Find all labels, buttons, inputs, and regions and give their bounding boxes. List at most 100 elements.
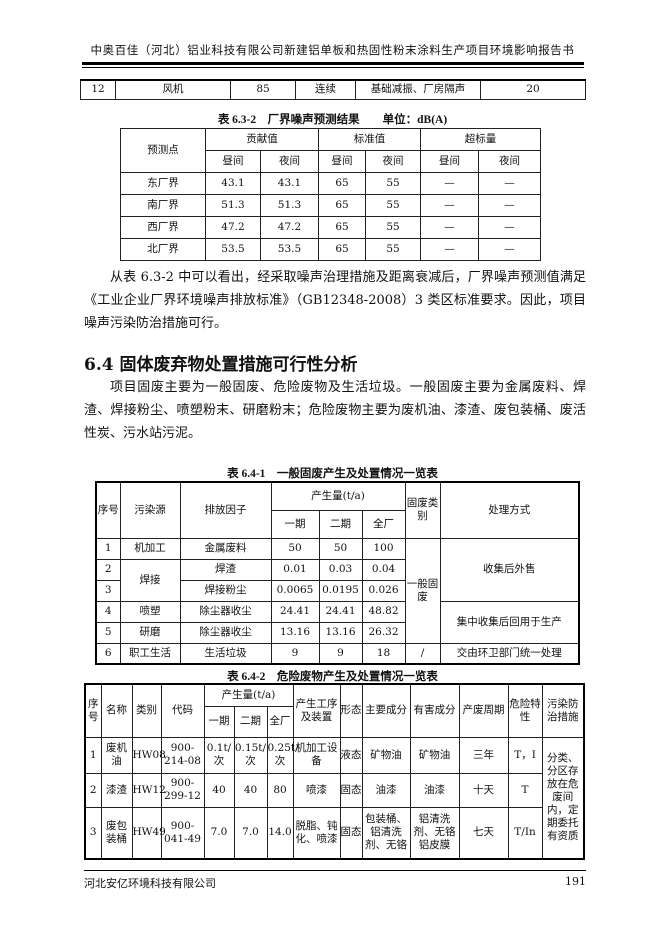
cell: 65 (318, 216, 366, 239)
cell: — (420, 172, 479, 195)
header-cell: 产生工序及装置 (292, 683, 341, 738)
table-row: 2 漆渣 HW12 900-299-12 40 40 80 喷漆 固态 油漆 油漆 十天 T (84, 772, 584, 808)
cell: 47.2 (260, 216, 319, 239)
header-cell: 超标量 (420, 128, 541, 151)
cell: 集中收集后回用于生产 (439, 600, 580, 644)
noise-prediction-table: 预测点 贡献值 标准值 超标量 昼间 夜间 昼间 夜间 昼间 夜间 东厂界 43.1 43.1 65 5… (120, 128, 541, 261)
cell: 0.01 (270, 558, 320, 581)
cell: 矿物油 (409, 736, 460, 774)
cell: — (420, 238, 479, 261)
cell: 6 (95, 642, 121, 665)
header-cell: 夜间 (365, 150, 421, 173)
table-row: 3 废包装桶 HW49 900-041-49 7.0 7.0 14.0 脱脂、钝化、喷漆 固态包… (84, 806, 584, 860)
table-row: 北厂界 53.5 53.5 65 55— — (120, 238, 541, 261)
cell: 油漆 (361, 772, 411, 808)
cell: 焊渣 (179, 558, 272, 581)
header-cell: 处理方式 (439, 481, 580, 539)
cell: 53.5 (260, 238, 319, 261)
cell: 24.41 (318, 600, 363, 623)
table-row: 东厂界 43.1 43.1 65 55— — (120, 172, 541, 195)
cell: — (420, 194, 479, 217)
cell: 0.0065 (270, 579, 320, 602)
cell: 焊接 (119, 558, 181, 602)
cell: 0.15t/次 (233, 736, 268, 774)
cell: — (478, 238, 541, 261)
cell: 0.03 (318, 558, 363, 581)
cell: 机加工设备 (292, 736, 341, 774)
cell: 55 (365, 216, 421, 239)
cell: 0.1t/次 (203, 736, 235, 774)
cell: 900-299-12 (160, 772, 205, 808)
header-cell: 夜间 (260, 150, 319, 173)
section-heading: 6.4 固体废弃物处置措施可行性分析 (84, 355, 358, 375)
cell: 生活垃圾 (179, 642, 272, 665)
header-cell: 二期 (233, 705, 268, 738)
table-row: 西厂界 47.2 47.2 65 55— — (120, 216, 541, 239)
cell: 50 (270, 537, 320, 560)
header-cell: 污染防治措施 (541, 683, 585, 738)
cell: 9 (318, 642, 363, 665)
header-cell: 产生量(t/a) (270, 481, 406, 511)
table-row: 南厂界 51.3 51.3 65 55— — (120, 194, 541, 217)
cell: 18 (361, 642, 406, 665)
cell: 53.5 (205, 238, 261, 261)
cell: 13.16 (270, 621, 320, 644)
cell: 1 (84, 736, 102, 774)
header-rule-thin (82, 67, 584, 68)
header-cell: 名称 (100, 683, 133, 738)
cell: 9 (270, 642, 320, 665)
header-cell: 序号 (84, 683, 102, 738)
cell: 80 (266, 772, 294, 808)
header-cell: 预测点 (120, 128, 206, 173)
cell: 48.82 (361, 600, 406, 623)
cell: 65 (318, 194, 366, 217)
cell: HW49 (131, 806, 166, 860)
cell: 三年 (458, 736, 509, 774)
cell: 收集后外售 (439, 537, 580, 602)
header-cell: 贡献值 (205, 128, 319, 151)
cell: 交由环卫部门统一处理 (439, 642, 580, 665)
header-cell: 昼间 (420, 150, 479, 173)
cell: — (478, 172, 541, 195)
cell: 20 (480, 79, 586, 100)
cell: 65 (318, 238, 366, 261)
page-number: 191 (565, 875, 586, 888)
cell: 东厂界 (120, 172, 206, 195)
cell: 43.1 (205, 172, 261, 195)
general-solid-waste-table: 序号 污染源 排放因子 产生量(t/a) 固废类别 处理方式 一期 二期 全厂 1 机加工 金属废… (95, 481, 581, 665)
cell: 51.3 (205, 194, 261, 217)
header-cell: 一期 (270, 509, 320, 539)
cell: 4 (95, 600, 121, 623)
cell: 职工生活 (119, 642, 181, 665)
header-cell: 产废周期 (458, 683, 509, 738)
cell: 连续 (295, 79, 356, 100)
cell: 十天 (458, 772, 509, 808)
header-cell: 有害成分 (409, 683, 460, 738)
cell: 金属废料 (179, 537, 272, 560)
cell: 43.1 (260, 172, 319, 195)
cell: 0.026 (361, 579, 406, 602)
cell: 西厂界 (120, 216, 206, 239)
cell: 油漆 (409, 772, 460, 808)
cell: 喷塑 (119, 600, 181, 623)
paragraph: 从表 6.3-2 中可以看出，经采取噪声治理措施及距离衰减后，厂界噪声预测值满足… (84, 270, 586, 331)
cell: 除尘器收尘 (179, 600, 272, 623)
cell: 固态 (339, 806, 363, 860)
cell: 1 (95, 537, 121, 560)
table-caption: 表 6.4-1 一般固废产生及处置情况一览表 (227, 468, 438, 480)
cell: 7.0 (233, 806, 268, 860)
header-cell: 固废类别 (404, 481, 441, 539)
footer-company: 河北安亿环境科技有限公司 (84, 877, 216, 890)
cell: 55 (365, 238, 421, 261)
header-cell: 夜间 (478, 150, 541, 173)
cell: 废机油 (100, 736, 133, 774)
cell: 51.3 (260, 194, 319, 217)
cell: 5 (95, 621, 121, 644)
cell: 矿物油 (361, 736, 411, 774)
cell: 研磨 (119, 621, 181, 644)
cell: 40 (233, 772, 268, 808)
cell: 北厂界 (120, 238, 206, 261)
cell: / (404, 642, 441, 665)
header-rule (82, 62, 584, 65)
